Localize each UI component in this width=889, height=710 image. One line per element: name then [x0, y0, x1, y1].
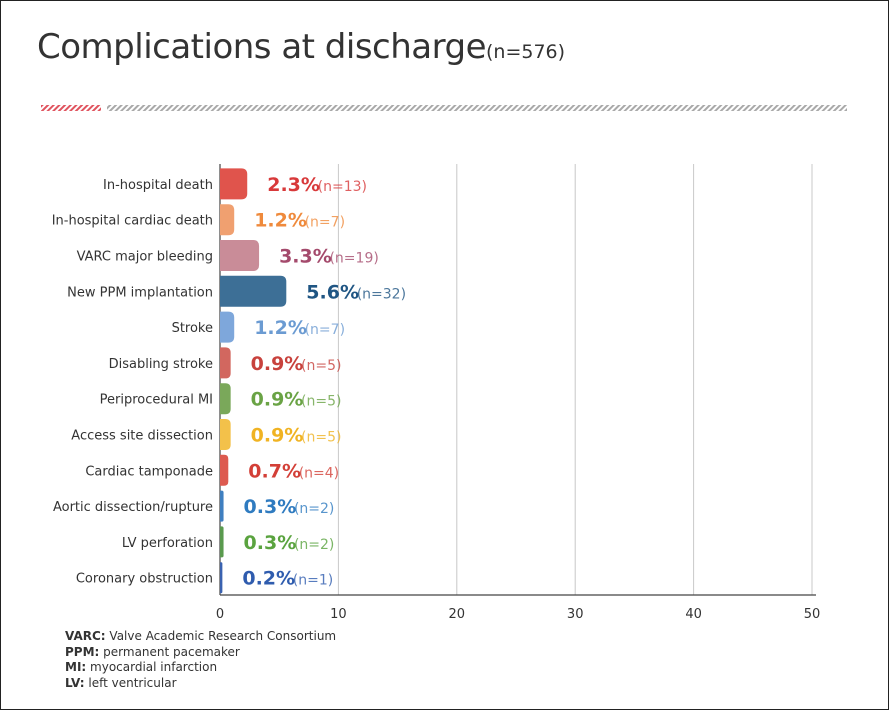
n-label: (n=7) — [305, 322, 345, 338]
value-label: 0.3% — [244, 496, 297, 518]
category-label: Cardiac tamponade — [85, 464, 213, 479]
category-label: In-hospital death — [103, 178, 213, 193]
category-label: Disabling stroke — [109, 357, 213, 372]
chart-title-main: Complications at discharge — [37, 27, 487, 67]
n-label: (n=32) — [357, 286, 406, 302]
footnote-varc: VARC: Valve Academic Research Consortium — [65, 629, 337, 643]
x-tick-label: 10 — [330, 607, 347, 622]
value-label: 0.3% — [244, 532, 297, 554]
footnotes: VARC: Valve Academic Research Consortium… — [65, 629, 336, 691]
bar — [220, 490, 224, 522]
bar — [220, 204, 235, 236]
category-label: New PPM implantation — [67, 285, 213, 300]
value-label: 0.9% — [251, 389, 304, 411]
bar — [220, 168, 248, 200]
n-label: (n=13) — [318, 179, 367, 195]
n-label: (n=5) — [301, 430, 341, 446]
n-label: (n=5) — [301, 394, 341, 410]
n-label: (n=7) — [305, 215, 345, 231]
x-tick-label: 50 — [804, 607, 821, 622]
category-label: Periprocedural MI — [100, 393, 213, 408]
bar — [220, 419, 231, 450]
n-label: (n=1) — [293, 573, 333, 589]
value-label: 1.2% — [254, 210, 307, 232]
n-label: (n=2) — [294, 501, 334, 517]
value-label: 0.9% — [251, 425, 304, 447]
category-label: Stroke — [172, 321, 213, 336]
footnote-lv: LV: left ventricular — [65, 675, 177, 690]
x-axis-unit: ( % ) — [791, 630, 819, 631]
x-tick-label: 30 — [567, 607, 584, 622]
bar — [220, 240, 260, 271]
value-label: 0.9% — [251, 353, 304, 375]
bar — [220, 454, 229, 486]
chart-title: Complications at discharge(n=576) — [37, 27, 565, 67]
bar — [220, 311, 235, 343]
value-label: 1.2% — [254, 317, 307, 339]
n-label: (n=2) — [294, 537, 334, 553]
footnote-ppm: PPM: permanent pacemaker — [65, 644, 240, 659]
x-tick-label: 20 — [449, 607, 466, 622]
chart-title-n: (n=576) — [486, 41, 566, 63]
x-tick-label: 40 — [685, 607, 702, 622]
value-label: 0.7% — [248, 460, 301, 482]
category-label: Aortic dissection/rupture — [53, 500, 213, 515]
bar — [220, 383, 231, 415]
bar — [220, 562, 223, 594]
n-label: (n=4) — [299, 465, 339, 481]
bar — [220, 275, 287, 307]
value-label: 3.3% — [279, 246, 332, 268]
value-label: 2.3% — [267, 174, 320, 196]
category-label: Coronary obstruction — [76, 572, 213, 587]
category-label: LV perforation — [122, 536, 213, 551]
x-tick-label: 0 — [216, 607, 224, 622]
category-label: Access site dissection — [71, 429, 213, 444]
value-label: 0.2% — [242, 568, 295, 590]
n-label: (n=19) — [329, 251, 378, 267]
footnote-mi: MI: myocardial infarction — [65, 660, 218, 674]
title-divider — [41, 105, 847, 111]
bar — [220, 347, 231, 379]
value-label: 5.6% — [306, 281, 359, 303]
category-label: VARC major bleeding — [77, 250, 213, 265]
n-label: (n=5) — [301, 358, 341, 374]
bar — [220, 526, 224, 558]
category-label: In-hospital cardiac death — [52, 214, 213, 229]
